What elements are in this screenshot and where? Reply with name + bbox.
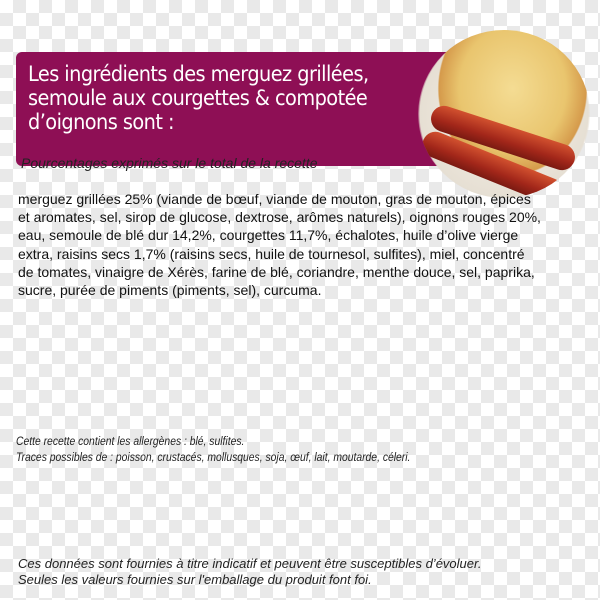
allergens-section: Cette recette contient les allergènes : …: [16, 434, 410, 466]
disclaimer-line-1: Ces données sont fournies à titre indica…: [18, 556, 482, 571]
allergens-traces: Traces possibles de : poisson, crustacés…: [16, 452, 411, 464]
subtitle: Pourcentages exprimés sur le total de la…: [21, 155, 318, 171]
disclaimer-line-2: Seules les valeurs fournies sur l'emball…: [18, 572, 372, 587]
title-banner: [16, 52, 446, 166]
dish-photo: [418, 30, 590, 198]
page-title: Les ingrédients des merguez grillées, se…: [28, 62, 369, 134]
allergens-contains: Cette recette contient les allergènes : …: [16, 436, 245, 448]
disclaimer: Ces données sont fournies à titre indica…: [18, 556, 481, 588]
ingredients-text: merguez grillées 25% (viande de bœuf, vi…: [18, 191, 541, 299]
